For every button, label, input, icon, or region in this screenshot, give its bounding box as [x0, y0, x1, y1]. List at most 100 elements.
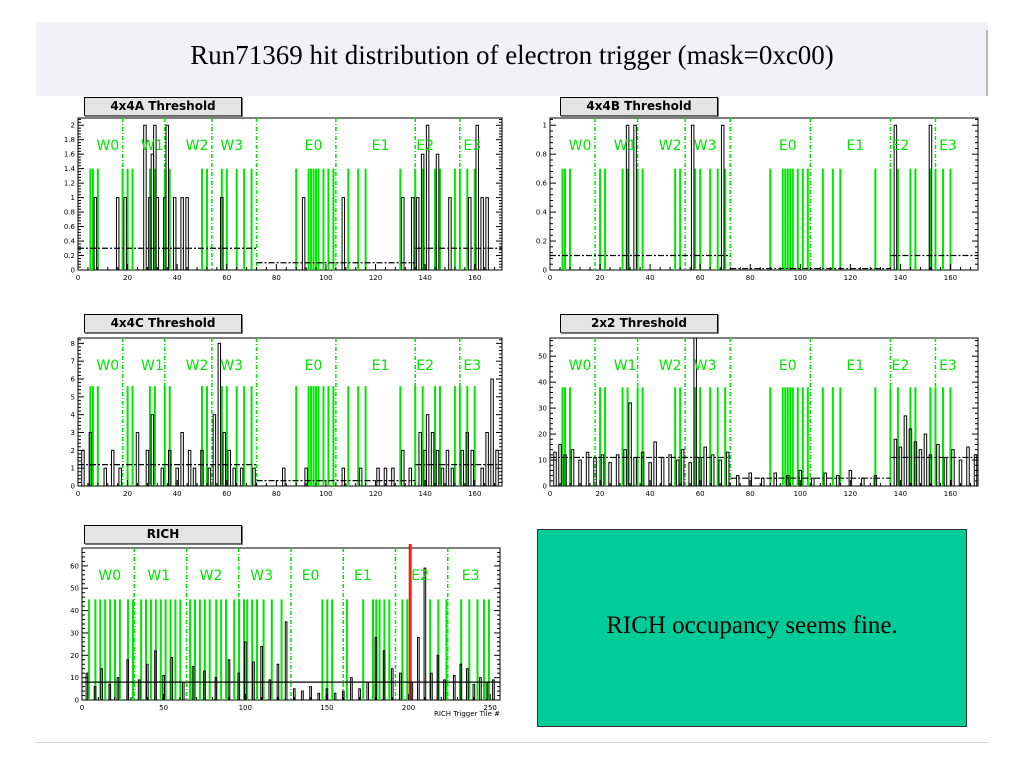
y-tick-label: 2: [71, 122, 75, 130]
x-tick-label: 160: [468, 274, 481, 282]
region-label: W1: [141, 358, 164, 374]
x-tick-label: 80: [746, 274, 755, 282]
histogram-bin: [893, 438, 898, 487]
x-tick-label: 60: [222, 490, 231, 498]
title-divider: [986, 30, 988, 96]
green-tile-bar: [364, 168, 367, 270]
histogram-bin: [585, 451, 590, 487]
green-tile-bar: [466, 386, 469, 486]
histogram-bin: [108, 683, 112, 701]
y-tick-label: 0: [75, 697, 79, 705]
green-tile-bar: [789, 168, 792, 270]
region-label: E2: [416, 138, 434, 154]
region-label: E0: [305, 358, 323, 374]
green-tile-bar: [246, 599, 249, 700]
green-tile-bar: [96, 168, 99, 270]
histogram-panel: RICH W0 W1 W2 W3 E0 E1 E2 E3 0 50 100 150 200 250 0 10 20…: [36, 525, 506, 725]
region-label: E1: [372, 358, 390, 374]
green-tile-bar: [295, 386, 298, 486]
green-tile-bar: [148, 168, 151, 270]
green-tile-bar: [220, 386, 223, 486]
histogram-panel: 4x4C Threshold W0 W1 W2 W3 E0 E1 E2 E3 0 20 40 60 80 1…: [34, 314, 506, 504]
region-label: E0: [779, 138, 797, 154]
green-tile-bar: [699, 168, 702, 270]
green-tile-bar: [131, 168, 134, 270]
green-tile-bar: [421, 168, 424, 270]
green-tile-bar: [569, 168, 572, 270]
histogram-bin: [191, 665, 195, 701]
histogram-bin: [187, 449, 192, 487]
x-tick-label: 100: [319, 274, 332, 282]
green-tile-bar: [179, 599, 182, 700]
histogram-bin: [490, 378, 494, 487]
green-tile-bar: [225, 168, 228, 270]
green-tile-bar: [641, 168, 644, 270]
green-tile-bar: [131, 599, 134, 700]
green-tile-bar: [312, 386, 315, 486]
green-tile-bar: [786, 387, 789, 486]
histogram-bin: [903, 415, 908, 487]
green-tile-bar: [159, 599, 162, 700]
region-label: W0: [96, 138, 119, 154]
region-label: E3: [463, 138, 481, 154]
histogram-bin: [408, 467, 412, 487]
green-tile-bar: [168, 168, 171, 270]
green-tile-bar: [716, 168, 719, 270]
histogram-bin: [110, 449, 115, 487]
histogram-bin: [600, 454, 605, 487]
histogram-bin: [563, 454, 567, 487]
x-tick-label: 80: [272, 490, 281, 498]
green-tile-bar: [604, 168, 607, 270]
green-tile-bar: [806, 387, 809, 486]
histogram-svg: W0 W1 W2 W3 E0 E1 E2 E3 0 50 100 150 200 250 0 10 20 30 40…: [70, 544, 501, 718]
green-tile-bar: [220, 599, 223, 700]
green-tile-bar: [641, 387, 644, 486]
green-tile-bar: [784, 387, 787, 486]
y-tick-label: 60: [70, 562, 79, 570]
histogram-bin: [951, 449, 955, 487]
green-tile-bar: [934, 387, 937, 486]
green-tile-bar: [280, 599, 283, 700]
histogram-bin: [703, 446, 707, 487]
green-tile-bar: [791, 168, 794, 270]
histogram-bin: [445, 449, 450, 487]
histogram-bin: [350, 677, 353, 701]
histogram-bin: [232, 467, 236, 487]
y-tick-label: 0.6: [536, 180, 548, 188]
histogram-bin: [170, 657, 174, 701]
green-tile-bar: [599, 168, 602, 270]
y-tick-label: 0: [71, 267, 75, 275]
region-label: E3: [939, 138, 957, 154]
green-tile-bar: [796, 168, 799, 270]
green-tile-bar: [914, 168, 917, 270]
histogram-bin: [913, 441, 918, 487]
green-tile-bar: [674, 387, 677, 486]
green-tile-bar: [791, 387, 794, 486]
y-tick-label: 10: [70, 674, 79, 682]
x-tick-label: 100: [794, 490, 807, 498]
y-tick-label: 30: [538, 405, 547, 413]
green-tile-bar: [399, 386, 402, 486]
histogram-bin: [773, 472, 778, 487]
green-tile-bar: [414, 386, 417, 486]
histogram-bin: [143, 124, 147, 271]
histogram-bin: [440, 467, 445, 487]
green-tile-bar: [312, 168, 315, 270]
x-tick-label: 20: [596, 274, 605, 282]
green-tile-bar: [371, 599, 374, 700]
histogram-bin: [936, 443, 940, 487]
x-tick-label: 200: [402, 704, 415, 712]
histogram-bin: [460, 449, 465, 487]
green-tile-bar: [445, 599, 448, 700]
x-tick-label: 100: [794, 274, 807, 282]
histogram-bin: [172, 197, 177, 271]
histogram-bin: [452, 674, 456, 701]
histogram-svg: W0 W1 W2 W3 E0 E1 E2 E3 0 20 40 60 80 100 120 140 160 0 10…: [538, 337, 979, 498]
green-tile-bar: [327, 386, 330, 486]
green-tile-bar: [801, 168, 804, 270]
green-tile-bar: [476, 599, 479, 700]
histogram-title: 4x4A Threshold: [84, 97, 242, 116]
histogram-bin: [154, 650, 157, 701]
histogram-bin: [966, 446, 970, 487]
histogram-bin: [480, 197, 484, 271]
